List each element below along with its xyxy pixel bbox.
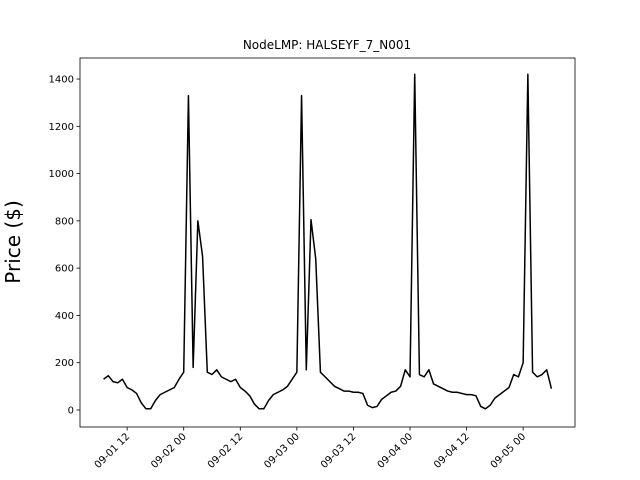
y-axis-label: Price ($): [1, 200, 25, 283]
y-tick-label: 400: [55, 311, 74, 322]
y-tick-label: 0: [68, 405, 74, 416]
y-tick-label: 1400: [49, 75, 74, 86]
y-tick-label: 1000: [49, 169, 74, 180]
y-tick-label: 1200: [49, 122, 74, 133]
x-tick-label: 09-03 00: [262, 431, 302, 471]
x-tick-label: 09-04 00: [376, 431, 416, 471]
y-tick-label: 200: [55, 358, 74, 369]
y-tick-label: 600: [55, 264, 74, 275]
price-line: [103, 73, 553, 410]
x-tick-label: 09-02 12: [206, 431, 246, 471]
x-tick-label: 09-04 12: [432, 431, 472, 471]
x-tick-label: 09-01 12: [93, 431, 133, 471]
x-tick-label: 09-03 12: [319, 431, 359, 471]
x-tick-label: 09-05 00: [489, 431, 529, 471]
plot-frame: [79, 57, 576, 428]
chart-title: NodeLMP: HALSEYF_7_N001: [243, 38, 411, 52]
y-tick-label: 800: [55, 216, 74, 227]
x-tick-label: 09-02 00: [149, 431, 189, 471]
